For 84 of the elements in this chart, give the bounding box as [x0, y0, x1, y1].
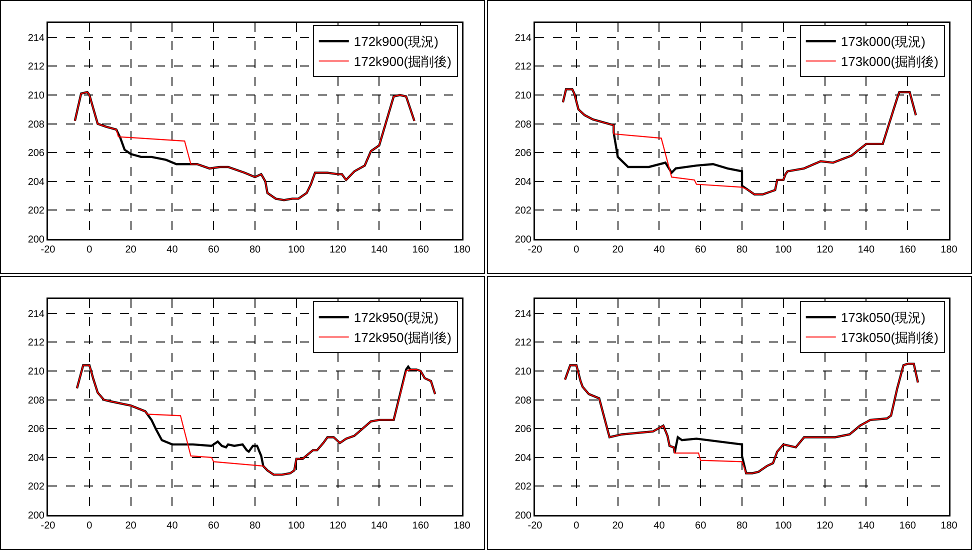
y-tick-label: 204	[514, 452, 532, 464]
y-tick-label: 208	[28, 395, 45, 406]
x-tick-label: 0	[574, 520, 580, 532]
y-tick-label: 202	[514, 482, 532, 493]
x-tick-label: 100	[775, 520, 792, 532]
x-tick-label: 60	[208, 520, 220, 532]
x-tick-label: 140	[370, 244, 388, 256]
y-tick-label: 206	[28, 148, 45, 160]
y-tick-label: 210	[514, 90, 532, 102]
x-tick-label: 80	[249, 244, 261, 256]
y-tick-label: 208	[514, 119, 532, 130]
y-tick-label: 210	[514, 366, 532, 378]
x-tick-label: 60	[208, 244, 220, 256]
x-tick-label: 180	[940, 520, 958, 532]
x-tick-label: 40	[654, 244, 666, 256]
x-tick-label: 160	[899, 244, 916, 256]
legend-label: 173k000(現況)	[840, 34, 926, 50]
x-tick-label: 40	[166, 520, 178, 532]
x-tick-label: -20	[528, 244, 543, 256]
y-tick-label: 210	[28, 90, 45, 102]
y-tick-label: 204	[514, 176, 532, 188]
x-tick-label: -20	[528, 520, 543, 532]
x-tick-label: 120	[329, 520, 347, 532]
x-tick-label: 140	[858, 520, 875, 532]
y-tick-label: 212	[514, 338, 532, 349]
y-tick-label: 208	[28, 119, 45, 130]
x-tick-label: 20	[125, 520, 137, 532]
legend-label: 172k950(掘削後)	[354, 330, 452, 346]
x-tick-label: 40	[166, 244, 178, 256]
y-tick-label: 208	[514, 395, 532, 406]
y-tick-label: 206	[514, 148, 532, 160]
legend-label: 172k950(現況)	[354, 310, 438, 326]
y-tick-label: 206	[514, 424, 532, 436]
x-tick-label: 80	[736, 520, 748, 532]
x-tick-label: 20	[612, 520, 624, 532]
x-tick-label: 140	[370, 520, 388, 532]
legend-label: 172k900(掘削後)	[354, 54, 452, 70]
x-tick-label: 0	[574, 244, 580, 256]
x-tick-label: 120	[816, 244, 834, 256]
y-tick-label: 200	[514, 234, 532, 246]
y-tick-label: 214	[28, 32, 45, 44]
y-tick-label: 212	[28, 338, 45, 349]
x-tick-label: -20	[40, 520, 56, 532]
y-tick-label: 206	[28, 424, 45, 436]
y-tick-label: 200	[28, 234, 45, 246]
x-tick-label: 100	[288, 244, 306, 256]
x-tick-label: 60	[695, 244, 707, 256]
x-tick-label: 20	[125, 244, 137, 256]
y-tick-label: 212	[28, 62, 45, 73]
x-tick-label: 160	[899, 520, 916, 532]
legend-label: 173k050(掘削後)	[840, 330, 938, 346]
y-tick-label: 214	[28, 308, 45, 320]
y-tick-label: 200	[28, 510, 45, 522]
x-tick-label: 180	[940, 244, 958, 256]
x-tick-label: 160	[412, 244, 430, 256]
y-tick-label: 210	[28, 366, 45, 378]
y-tick-label: 200	[514, 510, 532, 522]
x-tick-label: 120	[816, 520, 834, 532]
y-tick-label: 202	[28, 482, 45, 493]
x-tick-label: 0	[86, 244, 93, 256]
legend-label: 172k900(現況)	[354, 34, 438, 50]
x-tick-label: 0	[86, 520, 93, 532]
x-tick-label: 180	[454, 520, 471, 532]
y-tick-label: 202	[514, 206, 532, 217]
y-tick-label: 204	[28, 176, 45, 188]
y-tick-label: 204	[28, 452, 45, 464]
x-tick-label: 80	[736, 244, 748, 256]
legend-label: 173k000(掘削後)	[840, 54, 938, 70]
x-tick-label: 40	[654, 520, 666, 532]
x-tick-label: 160	[412, 520, 430, 532]
x-tick-label: 180	[454, 244, 471, 256]
x-tick-label: 80	[249, 520, 261, 532]
y-tick-label: 214	[514, 32, 532, 44]
x-tick-label: 100	[288, 520, 306, 532]
legend-label: 173k050(現況)	[840, 310, 926, 326]
x-tick-label: 100	[775, 244, 792, 256]
x-tick-label: 120	[329, 244, 347, 256]
y-tick-label: 202	[28, 206, 45, 217]
y-tick-label: 212	[514, 62, 532, 73]
x-tick-label: 140	[858, 244, 875, 256]
y-tick-label: 214	[514, 308, 532, 320]
x-tick-label: 20	[612, 244, 624, 256]
x-tick-label: -20	[40, 244, 56, 256]
x-tick-label: 60	[695, 520, 707, 532]
